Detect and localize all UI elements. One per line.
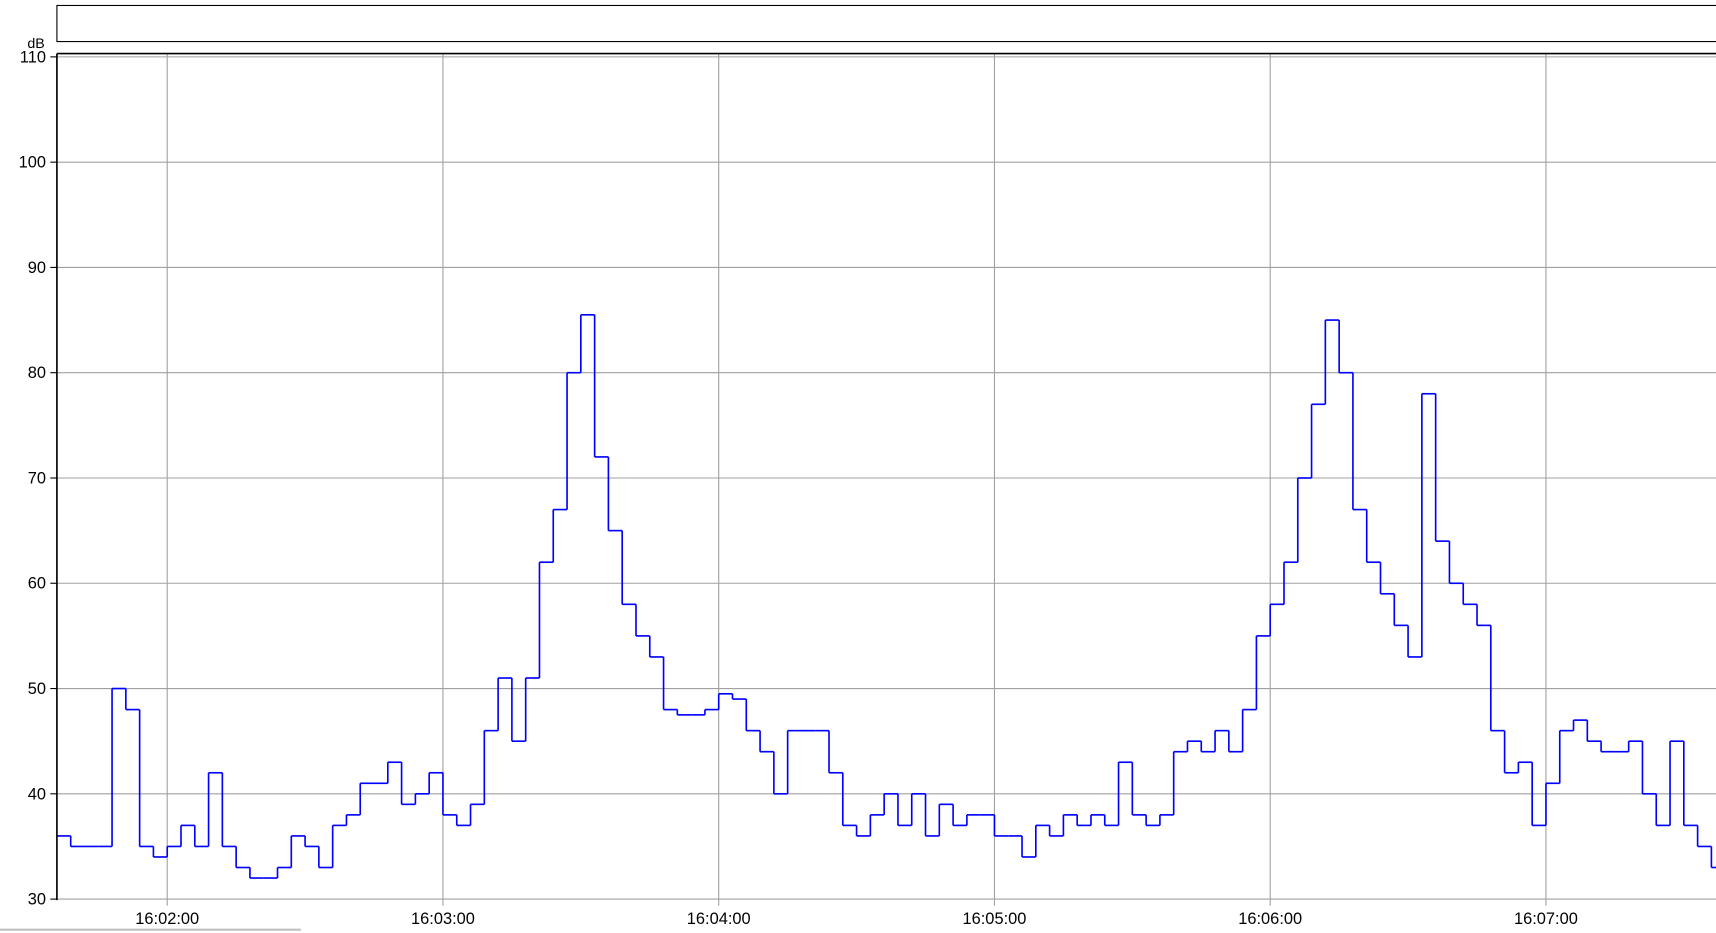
y-tick-label: 60 (28, 575, 46, 593)
x-tick-label: 16:06:00 (1238, 910, 1302, 928)
y-tick-label: 50 (28, 680, 46, 698)
x-tick-label: 16:05:00 (963, 910, 1027, 928)
y-unit: dB (27, 36, 44, 52)
x-tick-label: 16:07:00 (1514, 910, 1578, 928)
y-tick-label: 70 (28, 469, 46, 487)
y-tick-label: 100 (19, 154, 46, 172)
y-tick-label: 80 (28, 364, 46, 382)
plot (56, 313, 1716, 879)
y-tick-label: 110 (20, 48, 46, 66)
header-box (56, 4, 1716, 43)
x-tick-label: 16:03:00 (411, 910, 475, 928)
x-tick-label: 16:02:00 (135, 910, 199, 928)
y-tick-label: 40 (28, 785, 46, 803)
y-tick-label: 30 (28, 891, 46, 909)
x-tick-label: 16:04:00 (687, 910, 751, 928)
grid (50, 53, 1716, 906)
y-tick-label: 90 (28, 259, 46, 277)
